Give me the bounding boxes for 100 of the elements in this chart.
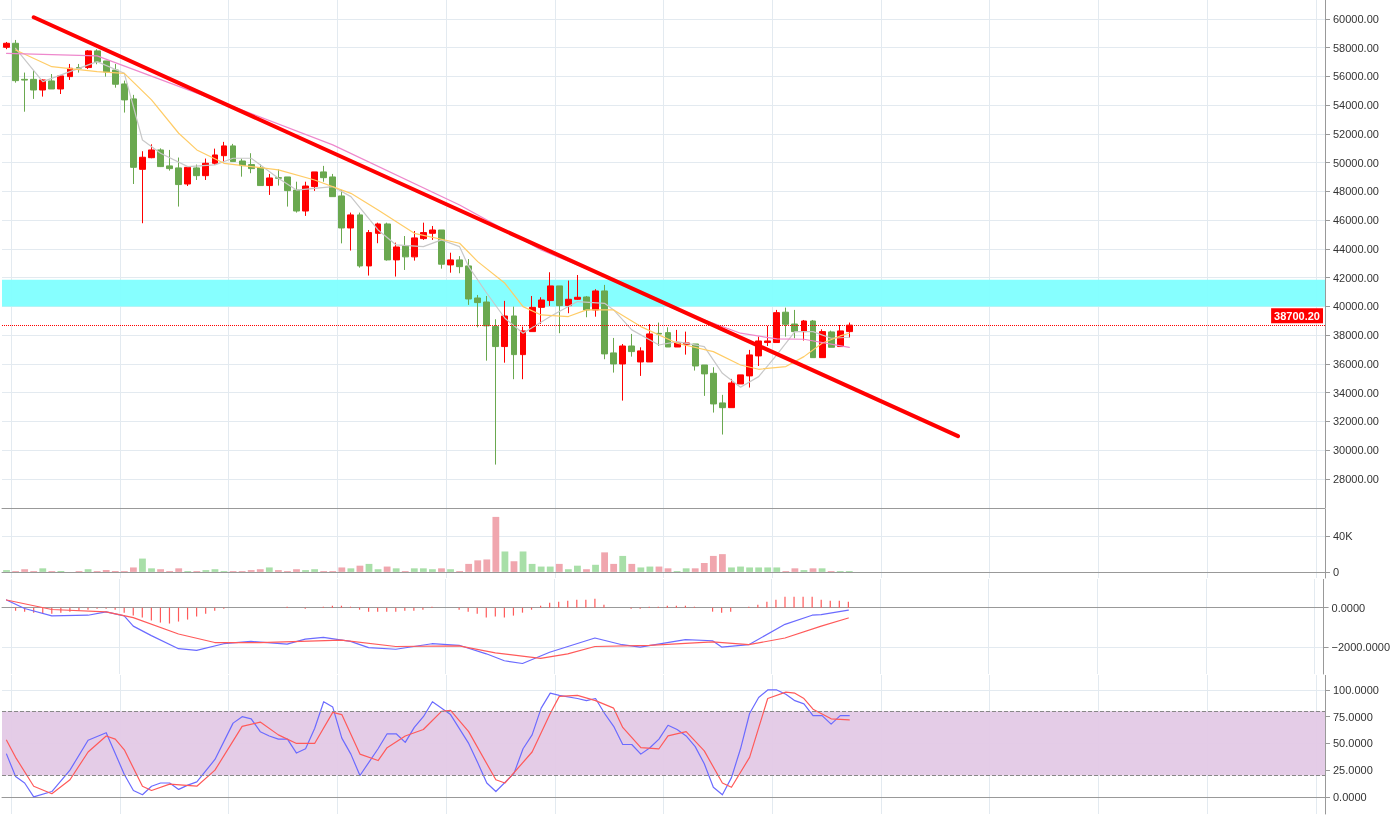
candlestick [556,285,563,334]
candlestick [619,343,626,402]
bar [737,566,744,572]
candlestick [21,72,28,113]
bar [619,555,627,572]
bar [211,569,219,572]
y-tick-label: 100.0000 [1333,683,1379,696]
candlestick [366,229,372,277]
y-tick-label: 52000.00 [1333,127,1379,140]
y-tick-label: 40000.00 [1333,300,1379,313]
candlestick [193,164,200,181]
y-tick-label: 0.0000 [1333,790,1367,803]
candlestick [166,149,173,172]
bar [755,567,763,572]
candlestick [511,306,517,380]
bar [474,560,482,572]
candlestick [456,255,463,274]
candlestick [139,150,146,224]
candlestick [148,143,155,159]
bar [139,558,146,572]
y-tick-label: 50000.00 [1333,156,1379,169]
y-tick-label: 54000.00 [1333,99,1379,112]
candlestick [411,230,418,262]
candlestick [157,147,164,168]
y-tick-label: 42000.00 [1333,271,1379,284]
bar [501,551,509,572]
candlestick [202,158,209,181]
ref-line-label: 38700.20 [1274,309,1320,322]
candlestick [121,80,128,114]
candlestick [357,212,363,269]
candlestick [483,295,490,362]
candlestick [266,173,273,196]
bar [347,568,355,572]
bar [537,566,545,572]
candlestick [565,280,572,314]
y-tick-label: 38000.00 [1333,329,1379,342]
candlestick [329,173,336,198]
bar [265,567,273,572]
candlestick [175,157,182,208]
candlestick [275,168,282,187]
candlestick [737,374,744,385]
bar [419,568,427,572]
candlestick [293,181,300,214]
bar [465,563,473,572]
candlestick [402,235,409,271]
bar [728,567,735,572]
bar [157,569,164,572]
bar [510,561,518,572]
bar [818,568,826,572]
y-tick-label: 46000.00 [1333,214,1379,227]
bar [610,563,618,572]
candlestick [610,337,617,374]
y-tick-label: −2000.0000 [1331,641,1390,654]
bar [592,564,599,572]
bar [383,566,391,572]
candlestick [764,325,771,347]
candlestick [547,271,554,307]
bar [564,569,572,572]
candlestick [39,78,46,98]
y-tick-label: 56000.00 [1333,70,1379,83]
candlestick [384,222,391,262]
candlestick [447,252,454,274]
bar [574,565,581,572]
candlestick [429,225,436,241]
bar [519,551,527,572]
y-tick-label: 0 [1333,565,1340,578]
y-tick-label: 48000.00 [1333,185,1379,198]
candlestick [257,163,264,187]
candlestick [302,181,309,217]
y-tick-label: 32000.00 [1333,415,1379,428]
bar [809,568,817,572]
bar [492,516,500,572]
bar [791,568,799,572]
candlestick [12,39,19,84]
candlestick [338,189,345,244]
candlestick [601,284,608,360]
bar [175,568,183,572]
candlestick [782,307,789,338]
bar [392,568,400,572]
bar [555,563,563,572]
bar [21,569,29,572]
candlestick [48,73,55,90]
bar [528,563,536,572]
bar [338,567,346,572]
bar [682,568,690,572]
bar [691,568,699,572]
bar [311,569,319,572]
bar [84,569,92,572]
bar [546,566,554,572]
candlestick [57,74,64,95]
y-tick-label: 34000.00 [1333,386,1379,399]
y-tick-label: 60000.00 [1333,12,1379,25]
y-tick-label: 50.0000 [1333,737,1373,750]
candlestick [728,378,735,409]
bar [410,568,418,572]
bar [447,569,454,572]
candlestick [320,165,327,183]
y-tick-label: 40K [1333,530,1354,543]
candlestick [221,141,227,163]
candlestick [710,366,717,414]
